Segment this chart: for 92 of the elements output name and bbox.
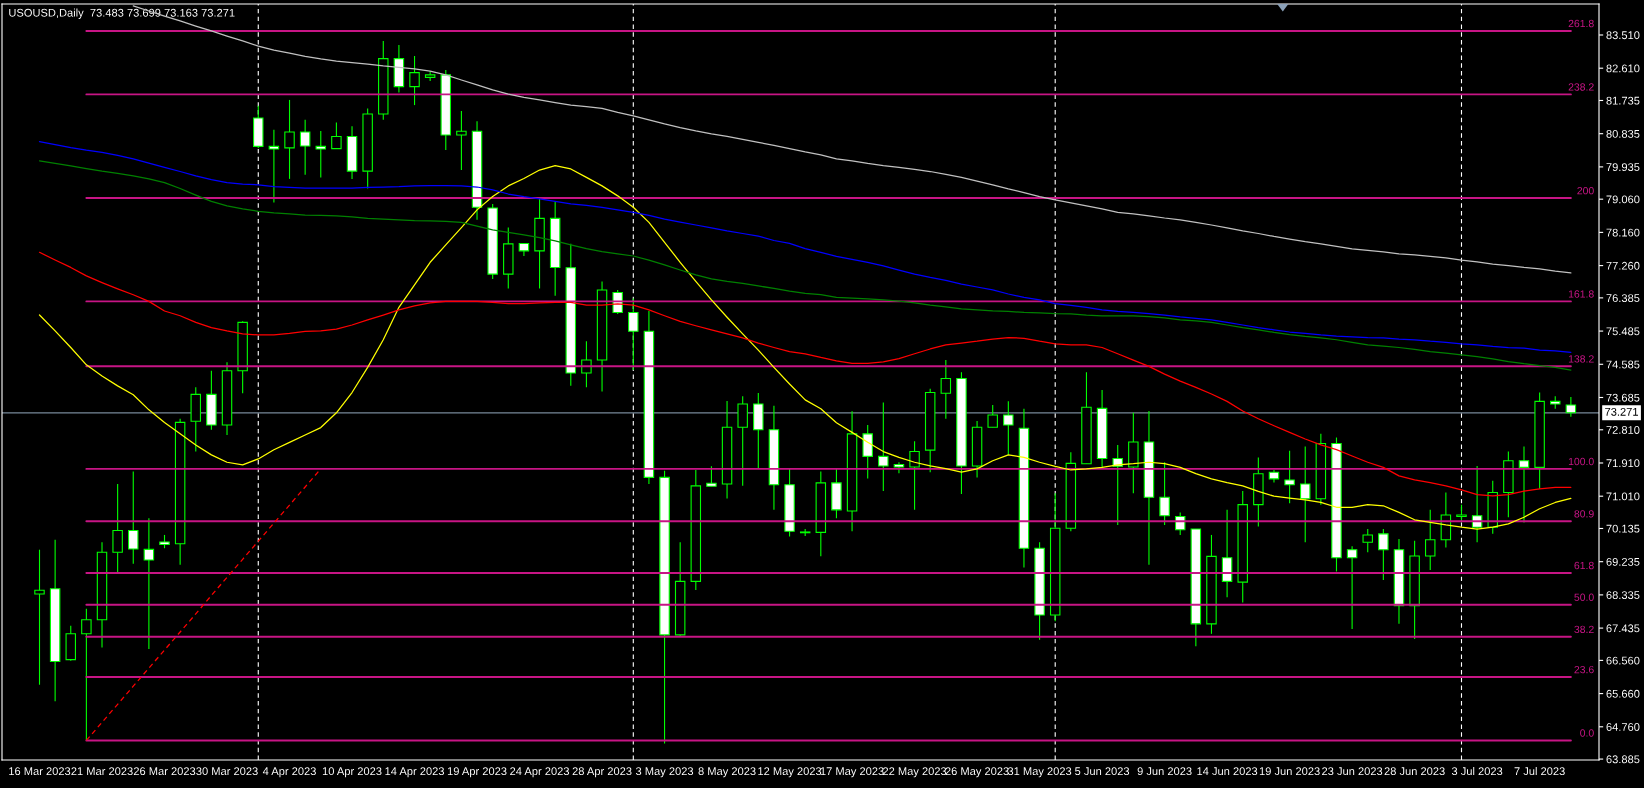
x-tick-label: 21 Mar 2023 (71, 767, 133, 776)
series-label: 38.2 (1574, 625, 1594, 634)
series-label: 200 (1577, 186, 1594, 195)
candlestick (81, 608, 92, 742)
x-tick-label: 10 Apr 2023 (322, 767, 382, 778)
series-label: 80.9 (1574, 510, 1594, 518)
y-tick-label: 83.510 (1606, 31, 1640, 40)
candlestick (1378, 528, 1389, 581)
x-tick-label: 23 Jun 2023 (1322, 767, 1383, 776)
y-tick-label: 69.235 (1606, 557, 1640, 566)
y-tick-label: 80.835 (1606, 129, 1640, 138)
y-tick-label: 82.610 (1606, 64, 1640, 73)
y-tick-label: 77.260 (1606, 261, 1640, 270)
ref-line-label: 73.271 (1605, 407, 1638, 416)
y-tick-label: 70.135 (1606, 524, 1640, 533)
candlestick (112, 483, 123, 574)
candlestick (878, 401, 889, 492)
y-tick-label: 79.935 (1606, 163, 1640, 172)
x-tick-label: 9 Jun 2023 (1137, 767, 1192, 776)
y-tick-label: 76.385 (1606, 294, 1640, 303)
x-tick-label: 19 Apr 2023 (447, 767, 507, 778)
y-tick-label: 71.010 (1606, 492, 1640, 501)
candlestick (284, 99, 295, 180)
x-tick-label: 26 May 2023 (945, 767, 1009, 778)
candlestick (315, 130, 327, 178)
y-tick-label: 78.160 (1606, 228, 1640, 237)
candlestick (987, 404, 998, 428)
series-label: 100.0 (1568, 457, 1594, 466)
x-tick-label: 3 Jul 2023 (1451, 766, 1503, 776)
x-tick-label: 7 Jul 2023 (1514, 766, 1565, 776)
x-tick-label: 12 May 2023 (758, 767, 822, 778)
candlestick (940, 359, 952, 420)
y-tick-label: 79.060 (1606, 195, 1640, 204)
y-tick-label: 64.760 (1606, 723, 1640, 731)
y-tick-label: 74.585 (1606, 360, 1640, 369)
candlestick (909, 440, 920, 511)
y-tick-label: 66.560 (1606, 656, 1640, 665)
y-tick-label: 67.435 (1606, 624, 1640, 633)
candlestick (1565, 396, 1577, 418)
x-tick-label: 3 May 2023 (635, 767, 694, 778)
y-tick-label: 63.885 (1606, 755, 1640, 764)
series-label: 138.2 (1568, 355, 1594, 363)
series-label: 61.8 (1574, 561, 1594, 570)
y-tick-label: 75.485 (1606, 327, 1640, 336)
candlestick (862, 424, 873, 480)
y-tick-label: 65.660 (1606, 689, 1640, 698)
candlestick (1346, 545, 1358, 630)
candlestick (143, 517, 155, 650)
x-tick-label: 17 May 2023 (820, 767, 884, 778)
candlestick (128, 470, 139, 565)
candlestick (1159, 461, 1170, 526)
x-tick-label: 5 Jun 2023 (1075, 767, 1130, 776)
x-tick-label: 30 Mar 2023 (196, 767, 258, 776)
candlestick (456, 110, 467, 171)
candlestick (409, 55, 420, 106)
y-tick-label: 72.810 (1606, 426, 1640, 434)
candlestick (706, 465, 717, 487)
x-tick-label: 26 Mar 2023 (133, 767, 196, 776)
x-tick-label: 31 May 2023 (1007, 767, 1072, 778)
y-tick-label: 71.910 (1606, 459, 1640, 468)
y-tick-label: 73.685 (1606, 393, 1640, 402)
y-tick-label: 81.735 (1606, 96, 1640, 105)
x-tick-label: 24 Apr 2023 (510, 767, 570, 778)
x-tick-label: 16 Mar 2023 (9, 767, 71, 776)
series-label: 50.0 (1574, 593, 1594, 601)
candlestick (34, 549, 45, 686)
series-label: 161.8 (1568, 290, 1594, 298)
line-series (85, 468, 322, 742)
x-tick-label: 28 Jun 2023 (1384, 767, 1445, 776)
candlestick (1003, 400, 1014, 456)
x-tick-label: 22 May 2023 (883, 767, 947, 778)
candlestick (737, 395, 748, 487)
candlestick (268, 129, 280, 204)
x-tick-label: 14 Jun 2023 (1197, 767, 1258, 776)
x-tick-label: 4 Apr 2023 (262, 767, 316, 778)
y-tick-label: 68.335 (1606, 591, 1640, 600)
candlestick (1362, 528, 1373, 553)
x-tick-label: 14 Apr 2023 (385, 767, 445, 778)
x-tick-label: 8 May 2023 (698, 767, 756, 778)
candlestick (331, 121, 342, 150)
candlestick (1424, 509, 1436, 571)
candlestick (1518, 445, 1530, 523)
x-tick-label: 19 Jun 2023 (1259, 767, 1320, 776)
x-tick-label: 28 Apr 2023 (572, 767, 632, 778)
series-label: 261.8 (1568, 19, 1594, 28)
candlestick (1299, 445, 1311, 543)
candlestick (299, 119, 311, 176)
candlestick (1112, 444, 1123, 526)
candlestick (1284, 450, 1295, 504)
series-label: 0.0 (1580, 729, 1594, 737)
series-label: 238.2 (1568, 83, 1594, 91)
series-label: 23.6 (1574, 665, 1594, 674)
